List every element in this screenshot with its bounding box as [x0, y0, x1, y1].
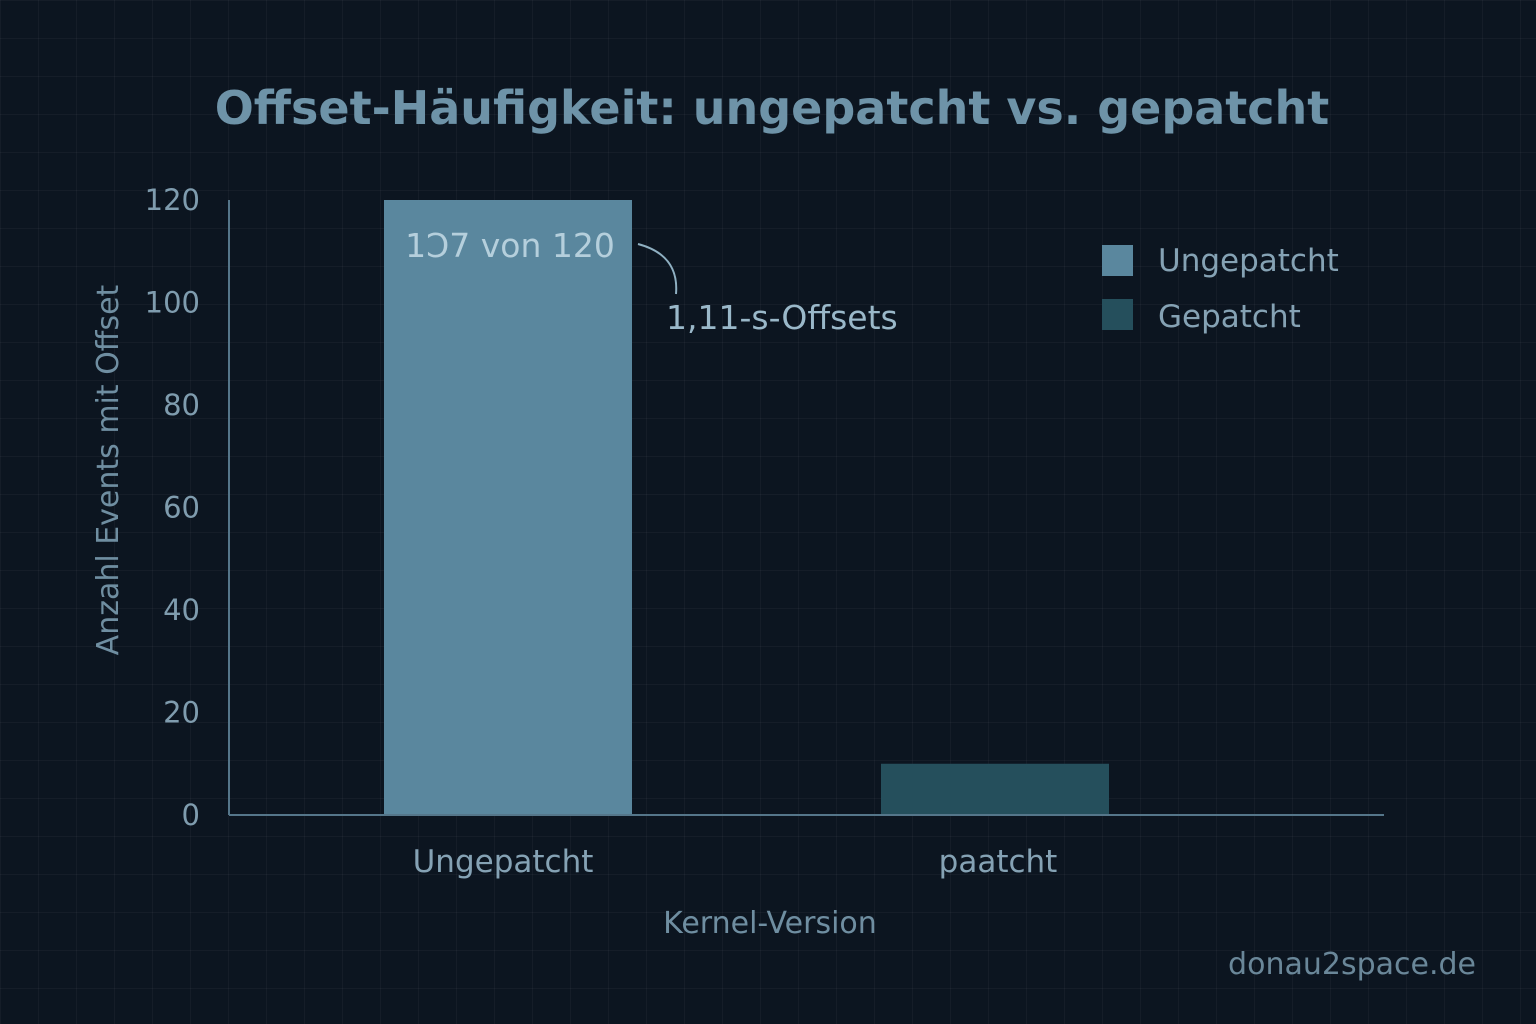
legend-label-gepatcht: Gepatcht — [1158, 299, 1301, 335]
watermark: donau2space.de — [1228, 947, 1476, 982]
callout-connector — [637, 243, 678, 295]
chart-title: Offset-Häufigkeit: ungepatcht vs. gepatc… — [215, 81, 1330, 135]
x-category-label: paatcht — [939, 844, 1058, 880]
legend-label-ungepatcht: Ungepatcht — [1158, 243, 1339, 279]
x-category-label: Ungepatcht — [413, 844, 594, 880]
legend-swatch-ungepatcht — [1102, 245, 1133, 276]
callout-annotation: 1,11-s-Offsets — [666, 298, 898, 337]
y-tick-label: 60 — [163, 491, 200, 525]
bars-group — [384, 200, 1109, 815]
y-tick-label: 100 — [145, 286, 200, 320]
bar-ungepatcht — [384, 200, 632, 815]
legend: Ungepatcht Gepatcht — [1102, 243, 1339, 335]
in-bar-annotation: 1Ͻ7 von 120 — [405, 226, 615, 265]
y-tick-label: 120 — [145, 183, 200, 217]
y-tick-label: 0 — [182, 798, 200, 832]
x-axis-label: Kernel-Version — [663, 906, 877, 941]
y-tick-label: 40 — [163, 593, 200, 627]
x-axis-category-labels: Ungepatcht paatcht — [413, 844, 1058, 880]
legend-swatch-gepatcht — [1102, 299, 1133, 330]
y-axis-ticks: 0 20 40 60 80 100 120 — [145, 183, 200, 832]
y-tick-label: 20 — [163, 696, 200, 730]
bar-gepatcht — [881, 763, 1109, 815]
y-axis-label: Anzahl Events mit Offset — [91, 284, 126, 655]
y-tick-label: 80 — [163, 388, 200, 422]
